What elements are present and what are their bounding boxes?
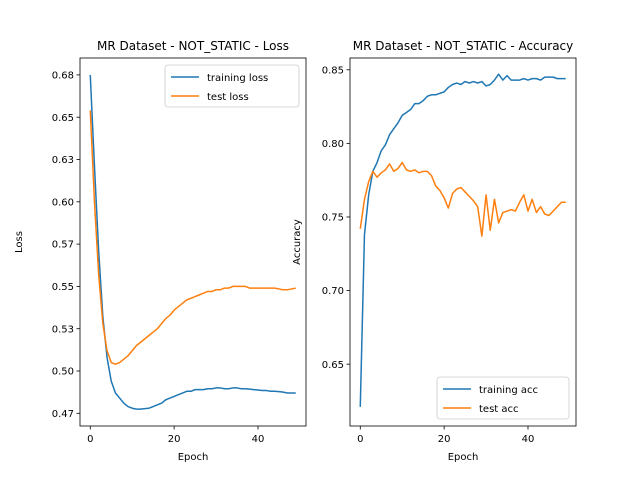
y-tick-label: 0.65 xyxy=(322,360,344,371)
x-tick-label: 20 xyxy=(438,434,451,445)
x-tick-label: 40 xyxy=(522,434,535,445)
y-tick-label: 0.53 xyxy=(52,324,74,335)
y-axis-label: Accuracy xyxy=(292,219,303,265)
series-line-test-loss xyxy=(89,110,296,365)
x-tick-label: 40 xyxy=(252,434,265,445)
x-tick-label: 20 xyxy=(168,434,181,445)
y-tick-label: 0.65 xyxy=(52,113,74,124)
axes-frame xyxy=(349,57,577,427)
y-tick-label: 0.85 xyxy=(322,65,344,76)
legend: training acc test acc xyxy=(436,376,570,420)
y-tick-label: 0.60 xyxy=(52,197,74,208)
legend-entry: test acc xyxy=(479,404,519,415)
legend-entry: test loss xyxy=(207,92,249,103)
series-line-training-loss xyxy=(89,74,296,410)
y-tick-label: 0.50 xyxy=(52,367,74,378)
y-tick-label: 0.75 xyxy=(322,213,344,224)
chart-title: MR Dataset - NOT_STATIC - Loss xyxy=(97,39,289,53)
plot-area xyxy=(350,58,576,426)
x-tick-label: 0 xyxy=(87,434,93,445)
series-line-test-acc xyxy=(359,161,566,237)
legend-entry: training loss xyxy=(207,73,268,84)
y-tick-label: 0.63 xyxy=(52,155,74,166)
legend: training loss test loss xyxy=(164,64,300,108)
plot-area xyxy=(80,58,306,426)
chart-panel-1: 0 20 40 0.47 0.50 0.53 0.55 0.57 0.60 0.63 0.65 0.6… xyxy=(14,39,307,463)
y-tick-label: 0.57 xyxy=(52,240,74,251)
x-axis-label: Epoch xyxy=(178,452,209,463)
y-tick-label: 0.80 xyxy=(322,139,344,150)
y-tick-label: 0.55 xyxy=(52,282,74,293)
chart-panel-2: 0 20 40 0.65 0.70 0.75 0.80 0.85 Epoch Accuracy MR… xyxy=(292,39,577,463)
y-tick-label: 0.68 xyxy=(52,71,74,82)
axes-frame xyxy=(79,57,307,427)
y-tick-label: 0.70 xyxy=(322,286,344,297)
x-axis-label: Epoch xyxy=(448,452,479,463)
chart-title: MR Dataset - NOT_STATIC - Accuracy xyxy=(353,39,574,53)
x-tick-label: 0 xyxy=(357,434,363,445)
legend-entry: training acc xyxy=(479,385,538,396)
series-line-training-acc xyxy=(359,73,566,407)
y-axis-label: Loss xyxy=(14,231,25,253)
y-tick-label: 0.47 xyxy=(52,409,74,420)
